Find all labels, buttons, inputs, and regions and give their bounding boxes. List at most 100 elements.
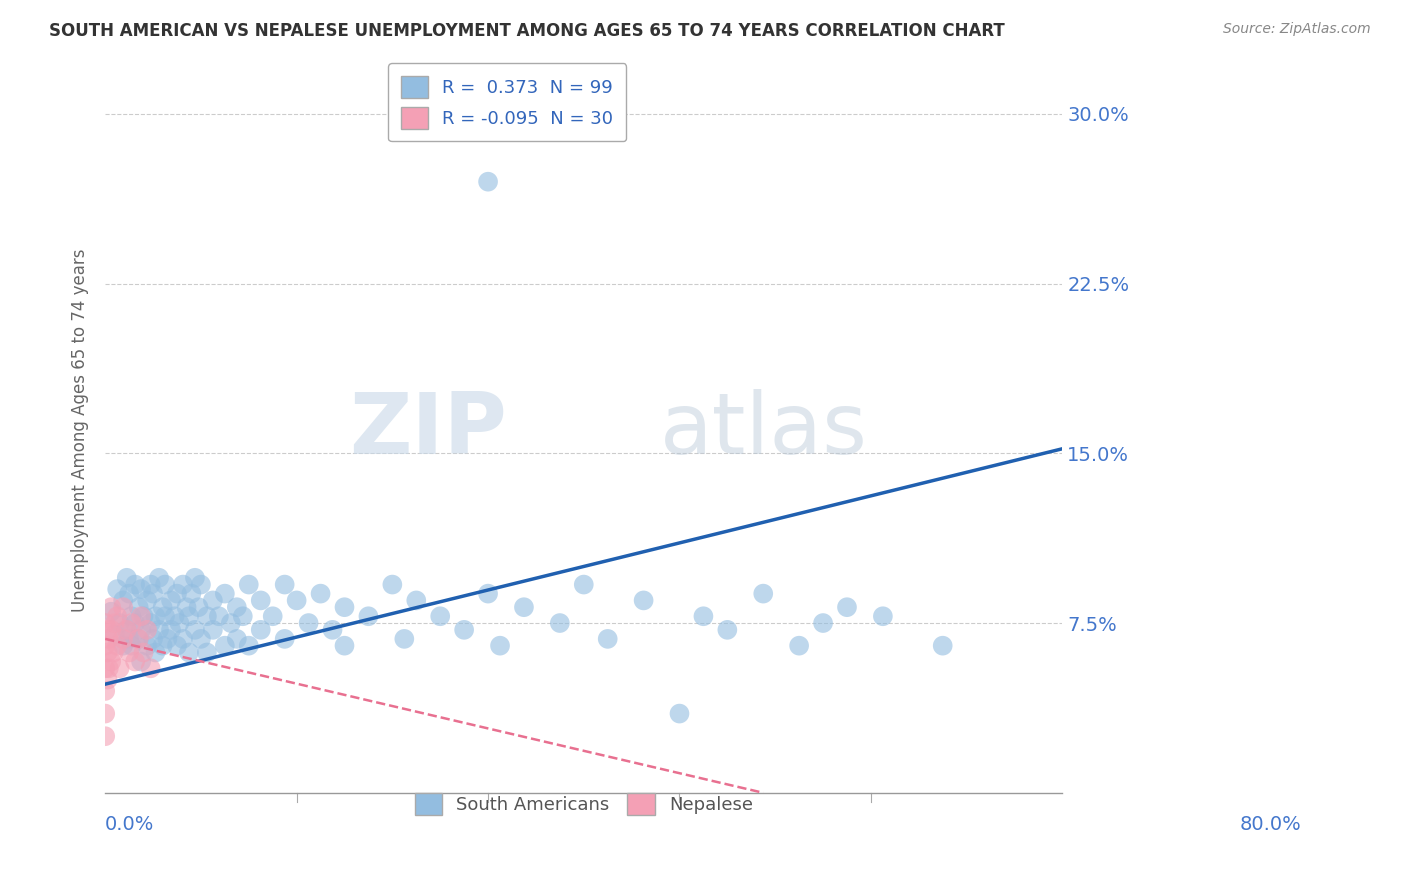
Point (169, 615, 191, 630)
Point (177, 645, 200, 659)
Point (152, 600, 174, 615)
Point (105, 639, 128, 653)
Point (97, 645, 120, 659)
Point (112, 639, 135, 653)
Point (136, 593, 159, 607)
Point (121, 609, 143, 624)
Text: SOUTH AMERICAN VS NEPALESE UNEMPLOYMENT AMONG AGES 65 TO 74 YEARS CORRELATION CH: SOUTH AMERICAN VS NEPALESE UNEMPLOYMENT … (49, 22, 1005, 40)
Point (100, 623, 122, 637)
Point (100, 605, 122, 619)
Point (160, 623, 183, 637)
Point (633, 593, 655, 607)
Point (273, 577, 295, 591)
Point (97, 632, 120, 646)
Point (118, 632, 141, 646)
Point (100, 655, 122, 669)
Point (94, 684, 117, 698)
Point (142, 632, 165, 646)
Point (145, 645, 167, 659)
Point (97, 623, 120, 637)
Point (142, 586, 165, 600)
Point (166, 639, 188, 653)
Point (163, 609, 186, 624)
Point (238, 639, 260, 653)
Point (201, 623, 224, 637)
Point (139, 577, 162, 591)
Point (94, 661, 117, 675)
Point (129, 655, 152, 669)
Point (225, 632, 247, 646)
Y-axis label: Unemployment Among Ages 65 to 74 years: Unemployment Among Ages 65 to 74 years (72, 249, 89, 613)
Point (195, 645, 218, 659)
Point (94, 615, 117, 630)
Text: ZIP: ZIP (350, 389, 508, 472)
Point (195, 609, 218, 624)
Point (112, 600, 135, 615)
Point (121, 615, 143, 630)
Point (108, 661, 131, 675)
Point (238, 577, 260, 591)
Point (429, 609, 451, 624)
Point (548, 615, 571, 630)
Point (153, 609, 176, 624)
Point (105, 609, 128, 624)
Point (225, 600, 247, 615)
Point (94, 706, 117, 721)
Point (103, 645, 125, 659)
Point (128, 600, 150, 615)
Point (322, 623, 344, 637)
Point (489, 639, 512, 653)
Point (249, 593, 271, 607)
Text: Source: ZipAtlas.com: Source: ZipAtlas.com (1223, 22, 1371, 37)
Point (184, 623, 207, 637)
Point (118, 645, 141, 659)
Point (153, 577, 176, 591)
Point (124, 615, 146, 630)
Point (513, 600, 536, 615)
Point (716, 623, 738, 637)
Point (184, 571, 207, 585)
Point (787, 639, 810, 653)
Point (108, 615, 131, 630)
Point (136, 623, 159, 637)
Point (94, 639, 117, 653)
Point (811, 615, 834, 630)
Point (156, 632, 179, 646)
Text: 0.0%: 0.0% (105, 814, 155, 833)
Legend: South Americans, Nepalese: South Americans, Nepalese (405, 783, 762, 823)
Point (115, 623, 138, 637)
Point (124, 577, 146, 591)
Point (118, 586, 141, 600)
Point (166, 586, 188, 600)
Point (139, 615, 162, 630)
Point (453, 623, 475, 637)
Text: 80.0%: 80.0% (1240, 814, 1302, 833)
Point (100, 600, 122, 615)
Point (262, 609, 284, 624)
Point (97, 661, 120, 675)
Point (177, 609, 200, 624)
Point (104, 615, 127, 630)
Point (172, 577, 194, 591)
Point (128, 632, 150, 646)
Point (128, 632, 150, 646)
Point (333, 600, 356, 615)
Point (148, 623, 170, 637)
Point (139, 661, 162, 675)
Point (219, 615, 242, 630)
Point (105, 582, 128, 596)
Point (208, 609, 231, 624)
Point (180, 586, 202, 600)
Point (405, 593, 427, 607)
Point (333, 639, 356, 653)
Point (176, 600, 198, 615)
Point (115, 571, 138, 585)
Point (129, 582, 152, 596)
Point (152, 639, 174, 653)
Point (132, 609, 155, 624)
Point (692, 609, 714, 624)
Point (309, 586, 332, 600)
Point (160, 593, 183, 607)
Point (835, 600, 858, 615)
Point (381, 577, 404, 591)
